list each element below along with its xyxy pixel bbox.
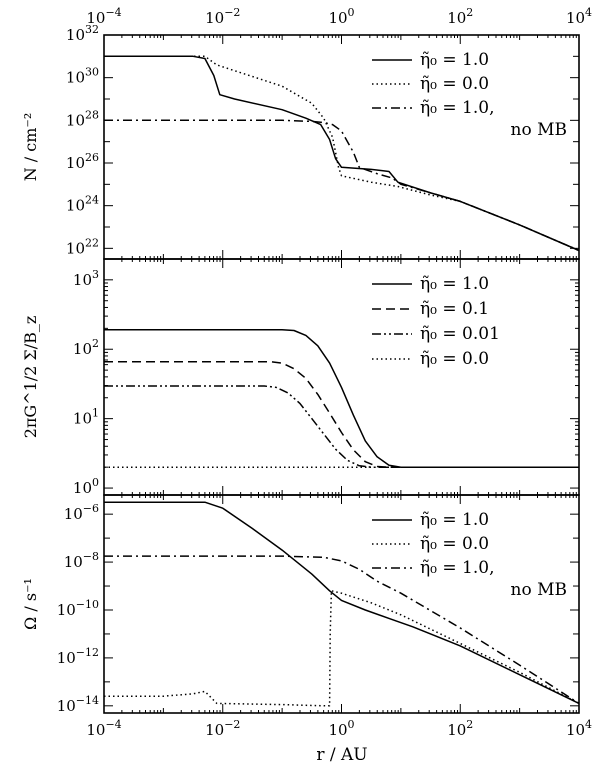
bottom-x-tick-label: 100 [328, 718, 354, 739]
legend-label: η̃₀ = 0.1 [420, 299, 489, 319]
y-tick-label: 1022 [66, 236, 99, 257]
y-tick-label: 1028 [66, 108, 99, 129]
series-line-dotted [104, 55, 579, 252]
top-axis-tick-labels: 10−4 10−2 100 102 104 [86, 6, 592, 27]
y-tick-label: 1030 [66, 66, 99, 87]
legend-label: η̃₀ = 0.0 [420, 534, 489, 554]
y-tick-label: 102 [73, 337, 99, 358]
series-line-dashdot [104, 119, 579, 252]
bottom-x-tick-label: 10−4 [86, 718, 121, 739]
x-axis-label: r / AU [316, 745, 367, 765]
legend-label: η̃₀ = 0.0 [420, 74, 489, 94]
legend-label: η̃₀ = 1.0 [420, 50, 489, 70]
plot-frame [103, 258, 580, 496]
legend-label-continuation: no MB [511, 580, 568, 600]
bottom-axis-tick-labels: 10−4 10−2 100 102 104 [86, 718, 592, 739]
legend-label: η̃₀ = 0.01 [420, 324, 500, 344]
series-line-dashed [104, 360, 579, 468]
y-tick-label: 10−8 [64, 550, 99, 571]
series-line-dashdot [104, 555, 579, 705]
y-tick-label: 10−10 [57, 598, 99, 619]
bottom-x-tick-label: 102 [447, 718, 473, 739]
plot-frame [103, 494, 580, 714]
y-tick-label: 1032 [66, 23, 99, 44]
top-x-tick-label: 100 [328, 6, 354, 27]
legend-label: η̃₀ = 1.0 [420, 274, 489, 294]
y-tick-label: 10−6 [64, 502, 99, 523]
top-x-tick-label: 10−4 [86, 6, 121, 27]
legend-label: η̃₀ = 1.0 [420, 510, 489, 530]
series-line-solid [104, 55, 579, 252]
y-tick-label: 100 [73, 476, 99, 497]
series-line-solid [104, 501, 579, 705]
panel-angular-velocity: 10−14 10−12 10−10 10−8 10−6 Ω / s⁻¹ η̃₀ = 1.0 η… [21, 494, 580, 715]
y-axis-label: Ω / s⁻¹ [21, 578, 40, 630]
top-x-tick-label: 102 [447, 6, 473, 27]
y-axis-label: N / cm⁻² [21, 113, 40, 182]
top-x-tick-label: 104 [566, 6, 592, 27]
panel-mass-to-flux: 100 101 102 103 2πG^1/2 Σ/B_z η̃₀ = 1.0 η̃₀ = … [21, 258, 580, 497]
bottom-x-tick-label: 10−2 [205, 718, 240, 739]
y-tick-label: 10−14 [57, 694, 99, 715]
series-line-dashdotdot [104, 385, 579, 468]
panel-column-density: 1022 1024 1026 1028 1030 1032 N / cm⁻² η̃₀ = 1.… [21, 23, 580, 260]
y-tick-label: 10−12 [57, 646, 99, 667]
y-axis-label: 2πG^1/2 Σ/B_z [21, 316, 40, 439]
legend-label: η̃₀ = 1.0, [420, 558, 495, 578]
series-line-dotted [104, 590, 579, 707]
bottom-x-tick-label: 104 [566, 718, 592, 739]
top-x-tick-label: 10−2 [205, 6, 240, 27]
y-tick-label: 103 [73, 268, 99, 289]
y-tick-label: 1026 [66, 151, 99, 172]
y-tick-label: 1024 [66, 194, 99, 215]
plot-frame [103, 34, 580, 260]
legend-label: η̃₀ = 1.0, [420, 98, 495, 118]
series-line-solid [104, 329, 579, 468]
legend-label: η̃₀ = 0.0 [420, 349, 489, 369]
y-tick-label: 101 [73, 407, 99, 428]
legend-label-continuation: no MB [511, 120, 568, 140]
